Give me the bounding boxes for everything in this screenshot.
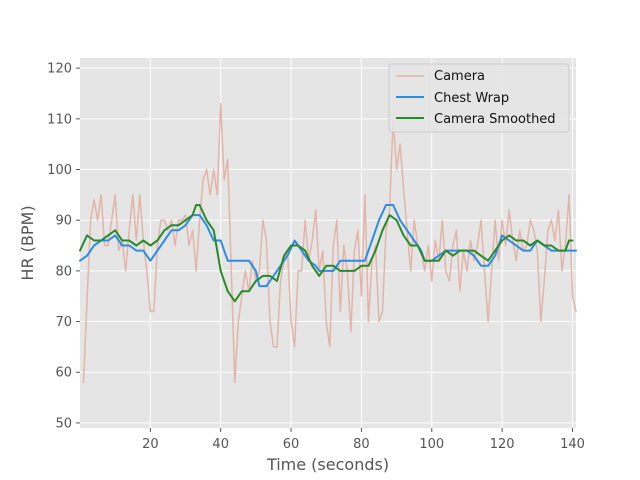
legend-label-camera-smoothed: Camera Smoothed xyxy=(434,112,556,127)
y-tick-label: 90 xyxy=(55,214,72,229)
legend-label-chest-wrap: Chest Wrap xyxy=(434,91,509,106)
x-tick-label: 60 xyxy=(283,437,300,452)
y-tick-label: 50 xyxy=(55,416,72,431)
series-line-camera xyxy=(82,102,577,384)
legend: Camera Chest Wrap Camera Smoothed xyxy=(388,63,570,133)
y-axis-ticks: 50 60 70 80 90 100 110 120 xyxy=(47,62,80,431)
x-tick-label: 20 xyxy=(142,437,159,452)
x-tick-label: 140 xyxy=(560,437,585,452)
y-tick-label: 100 xyxy=(47,163,72,178)
x-tick-label: 120 xyxy=(490,437,515,452)
y-tick-label: 120 xyxy=(47,62,72,77)
y-axis-label: HR (BPM) xyxy=(18,205,37,280)
legend-label-camera: Camera xyxy=(434,69,485,84)
x-tick-label: 80 xyxy=(353,437,370,452)
y-tick-label: 70 xyxy=(55,315,72,330)
x-tick-label: 100 xyxy=(419,437,444,452)
x-tick-label: 40 xyxy=(212,437,229,452)
x-axis-ticks: 20 40 60 80 100 120 140 xyxy=(142,428,585,452)
series-line-chest-wrap xyxy=(79,204,577,288)
y-tick-label: 60 xyxy=(55,366,72,381)
y-tick-label: 110 xyxy=(47,112,72,127)
x-axis-label: Time (seconds) xyxy=(266,455,389,474)
y-tick-label: 80 xyxy=(55,264,72,279)
series-line-camera-smoothed xyxy=(79,204,574,303)
data-series xyxy=(79,102,577,384)
legend-box xyxy=(388,63,570,133)
